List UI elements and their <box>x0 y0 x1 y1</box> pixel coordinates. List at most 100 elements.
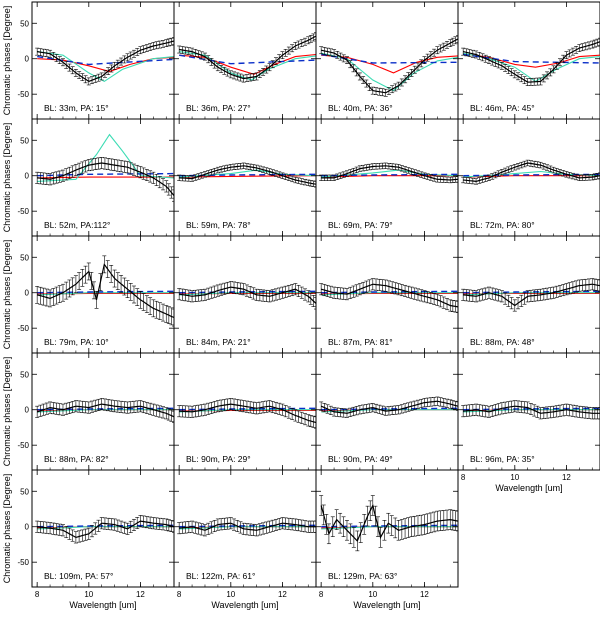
x-tick-label: 8 <box>461 473 466 482</box>
y-tick-label: 50 <box>20 19 29 28</box>
x-tick-label: 12 <box>562 473 571 482</box>
observed-line <box>37 162 174 196</box>
y-axis-label: Chromatic phases [Degree] <box>2 357 12 467</box>
panel-plot <box>35 133 174 202</box>
panel-label: BL: 96m, PA: 35° <box>470 454 535 464</box>
observed-line <box>463 283 600 307</box>
observed-line <box>37 262 174 319</box>
panel-plot <box>461 159 600 185</box>
model-blue-dashed-line <box>321 173 458 177</box>
y-tick-label: 50 <box>20 136 29 145</box>
x-axis-label: Wavelength [um] <box>69 600 136 610</box>
panel-label: BL: 40m, PA: 36° <box>328 103 393 113</box>
panel-plot <box>35 37 174 86</box>
x-tick-label: 12 <box>136 590 145 599</box>
panel-plot <box>319 495 458 552</box>
panel-label: BL: 72m, PA: 80° <box>470 220 535 230</box>
observed-line <box>463 162 600 183</box>
model-blue-dashed-line <box>37 172 174 177</box>
model-cyan-line <box>179 51 316 81</box>
y-tick-label: -50 <box>17 324 29 333</box>
observed-line <box>179 403 316 424</box>
observed-line <box>179 165 316 185</box>
panel-plot <box>177 398 316 429</box>
observed-line <box>463 41 600 83</box>
observed-line <box>321 165 458 181</box>
model-blue-dashed-line <box>463 290 600 294</box>
panel-label: BL: 122m, PA: 61° <box>186 571 255 581</box>
panel-plot <box>35 515 174 544</box>
panel-label: BL: 46m, PA: 45° <box>470 103 535 113</box>
panel-frame <box>457 352 600 471</box>
panel-plot <box>177 517 316 537</box>
x-tick-label: 8 <box>35 590 40 599</box>
x-tick-label: 10 <box>84 590 93 599</box>
y-tick-label: 0 <box>25 172 30 181</box>
panel-label: BL: 87m, PA: 81° <box>328 337 393 347</box>
panel-label: BL: 129m, PA: 63° <box>328 571 397 581</box>
y-tick-label: 50 <box>20 487 29 496</box>
observed-line <box>37 520 174 539</box>
panel-label: BL: 33m, PA: 15° <box>44 103 109 113</box>
panel-plot <box>319 396 458 418</box>
model-blue-dashed-line <box>463 53 600 64</box>
model-blue-dashed-line <box>463 173 600 177</box>
panel-label: BL: 36m, PA: 27° <box>186 103 251 113</box>
x-tick-label: 12 <box>420 590 429 599</box>
y-axis-label: Chromatic phases [Degree] <box>2 6 12 116</box>
panel-label: BL: 90m, PA: 49° <box>328 454 393 464</box>
observed-line <box>179 286 316 304</box>
panel-plot <box>461 37 600 86</box>
y-tick-label: -50 <box>17 90 29 99</box>
panel-plot <box>319 278 458 313</box>
panel-plot <box>177 281 316 310</box>
observed-line <box>321 38 458 94</box>
panel-frame <box>31 1 175 120</box>
panel-label: BL: 69m, PA: 79° <box>328 220 393 230</box>
y-tick-label: 0 <box>25 406 30 415</box>
x-axis-label: Wavelength [um] <box>211 600 278 610</box>
panel-label: BL: 84m, PA: 21° <box>186 337 251 347</box>
model-blue-dashed-line <box>37 524 174 528</box>
x-tick-label: 12 <box>278 590 287 599</box>
y-axis-label: Chromatic phases [Degree] <box>2 474 12 584</box>
panel-label: BL: 88m, PA: 48° <box>470 337 535 347</box>
observed-line <box>321 283 458 308</box>
x-axis-label: Wavelength [um] <box>353 600 420 610</box>
panel-label: BL: 79m, PA: 10° <box>44 337 109 347</box>
model-blue-dashed-line <box>321 524 458 528</box>
y-tick-label: -50 <box>17 441 29 450</box>
observed-line <box>320 503 458 542</box>
panel-plot <box>177 32 316 83</box>
model-cyan-line <box>37 51 174 83</box>
model-red-line <box>463 53 600 68</box>
panel-label: BL: 59m, PA: 78° <box>186 220 251 230</box>
y-axis-label: Chromatic phases [Degree] <box>2 240 12 350</box>
y-tick-label: 0 <box>25 523 30 532</box>
observed-line <box>179 522 316 531</box>
y-tick-label: 0 <box>25 55 30 64</box>
y-tick-label: 50 <box>20 370 29 379</box>
panel-label: BL: 52m, PA:112° <box>44 220 110 230</box>
observed-line <box>37 403 174 418</box>
x-tick-label: 10 <box>510 473 519 482</box>
model-blue-dashed-line <box>321 53 458 64</box>
observed-line <box>179 35 316 80</box>
x-tick-label: 8 <box>177 590 182 599</box>
panel-plot <box>319 35 458 97</box>
y-tick-label: 50 <box>20 253 29 262</box>
x-tick-label: 10 <box>368 590 377 599</box>
x-axis-label: Wavelength [um] <box>495 483 562 493</box>
panel-plot <box>461 400 600 420</box>
panel-plot <box>319 162 458 184</box>
x-tick-label: 10 <box>226 590 235 599</box>
panel-frame <box>457 1 600 120</box>
panel-label: BL: 88m, PA: 82° <box>44 454 109 464</box>
model-blue-dashed-line <box>179 173 316 177</box>
y-axis-label: Chromatic phases [Degree] <box>2 123 12 233</box>
panel-plot <box>177 162 316 188</box>
y-tick-label: -50 <box>17 558 29 567</box>
observed-line <box>37 40 174 83</box>
